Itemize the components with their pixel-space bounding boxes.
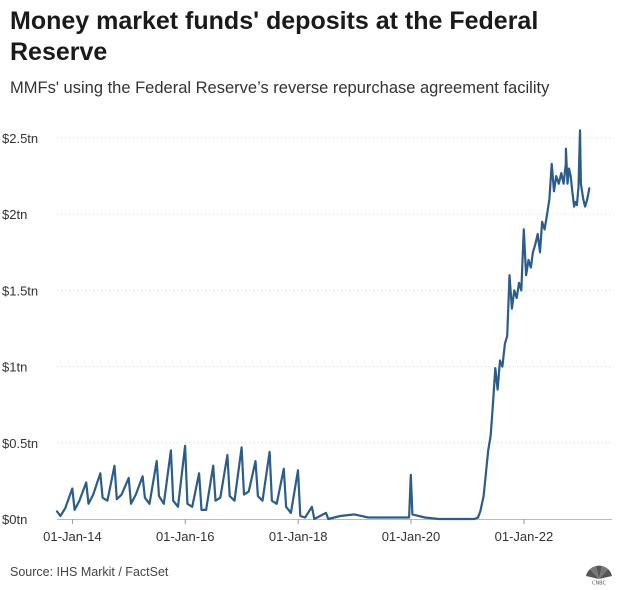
y-tick-label: $0.5tn	[2, 436, 38, 451]
y-tick-label: $0tn	[2, 512, 27, 527]
series-line-0	[55, 129, 591, 521]
chart-subtitle: MMFs' using the Federal Reserve’s revers…	[10, 79, 550, 97]
y-tick-label: $1tn	[2, 360, 27, 375]
x-tick-label: 01-Jan-14	[43, 529, 102, 544]
y-axis: $0tn $0.5tn $1tn $1.5tn $2tn $2.5tn	[2, 131, 38, 527]
cnbc-logo: CNBC	[583, 563, 615, 587]
x-axis: 01-Jan-14 01-Jan-16 01-Jan-18 01-Jan-20 01-J…	[43, 519, 553, 544]
x-tick-label: 01-Jan-22	[495, 529, 554, 544]
chart-title: Money market funds' deposits at the Fede…	[10, 7, 539, 66]
x-tick-label: 01-Jan-16	[156, 529, 215, 544]
cnbc-peacock-icon: CNBC	[586, 565, 612, 587]
y-tick-label: $2.5tn	[2, 131, 38, 146]
source-note: Source: IHS Markit / FactSet	[10, 565, 169, 579]
svg-text:CNBC: CNBC	[592, 581, 607, 586]
series-layer	[55, 129, 591, 521]
y-tick-label: $1.5tn	[2, 283, 38, 298]
y-tick-label: $2tn	[2, 207, 27, 222]
x-tick-label: 01-Jan-20	[382, 529, 441, 544]
grid-lines	[57, 137, 612, 520]
x-tick-label: 01-Jan-18	[269, 529, 328, 544]
